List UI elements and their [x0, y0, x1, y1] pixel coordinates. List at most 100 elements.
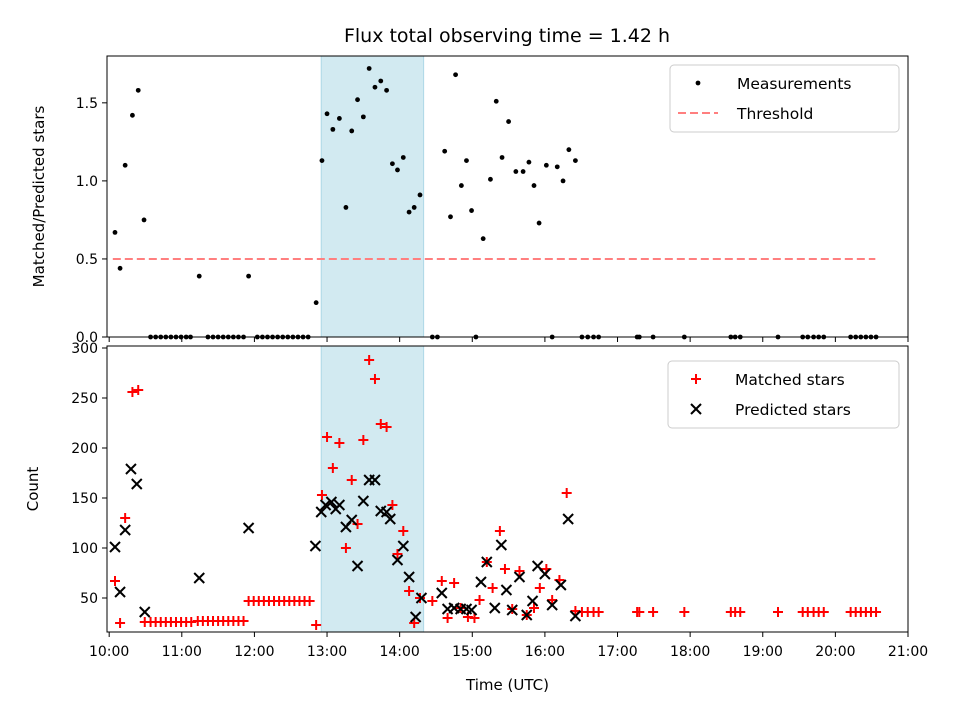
- measurement-point: [319, 158, 325, 163]
- measurement-point: [448, 214, 453, 220]
- top-y-ticks: 0.0 0.5 1.0 1.5: [76, 96, 107, 346]
- predicted-star-point: [119, 524, 131, 536]
- measurement-point: [378, 78, 384, 84]
- predicted-star-point: [500, 584, 513, 596]
- matched-star-point: [469, 613, 480, 623]
- predicted-star-point: [513, 571, 526, 583]
- measurement-point: [112, 230, 118, 235]
- matched-star-point: [436, 576, 447, 586]
- y-tick-label: 0.0: [76, 330, 98, 346]
- legend-box: [667, 360, 900, 429]
- x-tick-label: 14:00: [379, 644, 419, 660]
- matched-star-point: [115, 618, 126, 628]
- matched-star-point: [340, 543, 351, 553]
- x-tick-label: 21:00: [888, 644, 928, 660]
- measurement-point: [130, 112, 135, 118]
- y-tick-label: 1.5: [76, 96, 98, 112]
- predicted-star-point: [465, 604, 478, 616]
- predicted-star-point: [562, 513, 574, 525]
- predicted-star-point: [546, 599, 558, 611]
- legend-marker-dot: [695, 80, 701, 86]
- bottom-x-ticks: 10:00 11:00 12:00 13:00 14:00 15:00 16:00 17:00…: [89, 632, 928, 660]
- matched-star-point: [381, 422, 392, 432]
- predicted-star-point: [489, 602, 501, 614]
- matched-star-point: [494, 526, 505, 536]
- measurement-point: [411, 205, 417, 210]
- matched-star-point: [120, 513, 131, 523]
- predicted-star-point: [333, 499, 346, 511]
- top-highlight-layer: [320, 55, 425, 338]
- predicted-star-point: [569, 610, 582, 622]
- predicted-star-point: [403, 571, 415, 583]
- matched-star-point: [316, 490, 327, 500]
- measurement-point: [464, 158, 469, 163]
- predicted-star-point: [139, 606, 151, 618]
- measurement-point: [417, 192, 423, 198]
- measurement-point: [520, 169, 526, 174]
- predicted-star-point: [319, 499, 332, 511]
- top-y-axis-label: Matched/Predicted stars: [30, 106, 48, 288]
- legend-label: Measurements: [737, 75, 852, 93]
- measurement-point: [355, 97, 360, 103]
- matched-star-point: [322, 432, 333, 442]
- measurement-point: [117, 265, 123, 271]
- measurement-point: [560, 178, 566, 184]
- measurement-point: [458, 183, 464, 188]
- matched-star-point: [369, 374, 380, 384]
- matched-star-point: [514, 566, 525, 576]
- predicted-star-point: [436, 587, 448, 599]
- matched-star-point: [404, 586, 415, 596]
- measurement-point: [526, 159, 532, 165]
- matched-star-point: [818, 607, 829, 617]
- measurement-point: [536, 220, 542, 226]
- top-panel: 0.0 0.5 1.0 1.5 Matched/Predicted stars Mea…: [30, 55, 909, 346]
- predicted-star-point: [325, 496, 338, 508]
- measurement-point: [384, 87, 389, 93]
- matched-star-point: [364, 355, 375, 365]
- matched-star-point: [449, 578, 460, 588]
- measurement-point: [480, 236, 486, 242]
- legend-label: Threshold: [736, 105, 813, 123]
- measurement-point: [493, 98, 499, 104]
- measurement-point: [469, 208, 474, 213]
- measurement-point: [572, 158, 578, 163]
- matched-star-point: [648, 607, 659, 617]
- observing-window-span: [320, 55, 425, 338]
- predicted-star-point: [415, 592, 428, 604]
- measurement-points: [112, 66, 879, 340]
- matched-star-point: [387, 500, 398, 510]
- predicted-star-point: [109, 541, 121, 553]
- measurement-point: [349, 128, 355, 134]
- x-tick-label: 16:00: [525, 644, 565, 660]
- measurement-point: [499, 155, 505, 160]
- matched-star-point: [358, 435, 369, 445]
- measurement-point: [543, 162, 549, 168]
- measurement-point: [336, 116, 342, 121]
- predicted-star-point: [409, 611, 422, 623]
- matched-star-point: [691, 374, 701, 384]
- predicted-star-point: [125, 463, 137, 475]
- matched-star-point: [327, 463, 338, 473]
- y-tick-label: 300: [71, 341, 98, 357]
- predicted-star-point: [380, 506, 393, 518]
- count-points: [109, 355, 882, 630]
- predicted-star-point: [315, 506, 327, 518]
- y-tick-label: 100: [71, 541, 98, 557]
- bottom-legend: Matched stars Predicted stars: [667, 360, 900, 429]
- predicted-star-point: [309, 540, 322, 552]
- matched-star-point: [133, 385, 144, 395]
- matched-star-point: [375, 419, 386, 429]
- y-tick-label: 150: [71, 491, 98, 507]
- matched-star-point: [127, 387, 138, 397]
- matched-star-point: [529, 603, 540, 613]
- predicted-star-point: [391, 554, 404, 566]
- bottom-y-ticks: 50 100 150 200 250 300: [71, 341, 107, 607]
- measurement-point: [389, 161, 395, 167]
- measurement-point: [395, 167, 400, 173]
- bottom-axes-frame: [106, 345, 909, 633]
- predicted-star-point: [346, 514, 358, 526]
- measurement-point: [360, 114, 366, 120]
- predicted-star-point: [131, 478, 143, 490]
- matched-star-point: [346, 475, 357, 485]
- matched-star-point: [593, 607, 604, 617]
